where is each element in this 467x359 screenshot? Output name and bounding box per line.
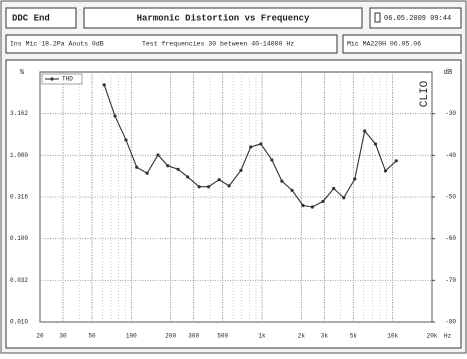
y-tick-label: 0.316 <box>10 194 28 201</box>
info-settings: Ins Mic 18.2Pa Aouts 0dB <box>10 41 104 48</box>
y-tick-label: 0.010 <box>10 319 28 326</box>
y2-tick-label: -30 <box>445 110 456 117</box>
y2-tick-label: -80 <box>445 319 456 326</box>
data-point <box>239 168 243 172</box>
mic-box <box>342 34 462 54</box>
data-point <box>227 184 231 188</box>
y-tick-label: 1.000 <box>10 152 28 159</box>
y2-tick-label: -70 <box>445 277 456 284</box>
x-tick-label: 2k <box>298 333 306 340</box>
y-tick-label: 0.100 <box>10 235 28 242</box>
data-point <box>373 142 378 146</box>
info-test: Test frequencies 30 between 40-14000 Hz <box>142 41 294 48</box>
x-tick-label: 300 <box>188 333 199 340</box>
data-point <box>321 199 325 204</box>
watermark: CLIO <box>419 80 431 107</box>
data-point <box>113 114 117 118</box>
data-point <box>280 179 284 183</box>
header-left: DDC End <box>12 13 50 23</box>
y-tick-label: 3.162 <box>10 110 28 117</box>
plot: 20 30 50 100 200 300 500 1k 2k 3k 5k 10k 20k Hz 0.010 0… <box>10 69 456 340</box>
data-point <box>156 153 160 157</box>
legend-box <box>41 73 83 85</box>
x-tick-label: 500 <box>217 333 228 340</box>
x-tick-label: 3k <box>321 333 329 340</box>
data-point <box>176 167 180 171</box>
data-point <box>217 178 221 182</box>
x-tick-label: 5k <box>350 333 358 340</box>
data-point <box>332 186 336 191</box>
data-point <box>383 169 388 173</box>
x-tick-label: 1k <box>258 333 266 340</box>
y-label: % <box>20 69 25 77</box>
x-unit: Hz <box>444 333 452 340</box>
y-tick-label: 0.032 <box>10 277 28 284</box>
date-box <box>369 7 462 29</box>
title-box <box>83 7 363 29</box>
x-tick-label: 30 <box>59 333 67 340</box>
info-box <box>5 34 338 54</box>
x-tick-label: 50 <box>88 333 96 340</box>
data-point <box>363 129 367 133</box>
x-tick-label: 200 <box>165 333 176 340</box>
header-date: 06.05.2009 09:44 <box>384 15 451 23</box>
y2-tick-label: -40 <box>445 152 456 159</box>
data-point <box>186 175 190 179</box>
data-point <box>270 158 274 162</box>
data-point <box>394 159 398 163</box>
info-mic: Mic MA220H 06.05.06 <box>347 41 421 48</box>
legend-label: THD <box>62 76 73 83</box>
x-tick-label: 20 <box>36 333 44 340</box>
data-point <box>290 188 294 192</box>
y2-label: dB <box>444 69 452 77</box>
header-title: Harmonic Distortion vs Frequency <box>137 13 310 23</box>
data-point <box>145 171 149 175</box>
header-box <box>5 7 77 29</box>
data-point <box>124 138 128 142</box>
x-tick-label: 20k <box>427 333 438 340</box>
data-point <box>135 165 139 169</box>
x-tick-label: 100 <box>126 333 137 340</box>
y2-tick-label: -60 <box>445 235 456 242</box>
data-point <box>353 177 357 181</box>
y2-tick-label: -50 <box>445 194 456 201</box>
data-point <box>342 196 346 200</box>
data-point <box>301 203 305 208</box>
data-point <box>259 142 263 146</box>
legend-marker <box>50 77 54 81</box>
data-point <box>249 145 253 149</box>
icon <box>374 12 381 23</box>
data-point <box>197 185 201 189</box>
data-point <box>310 205 314 209</box>
x-tick-label: 10k <box>387 333 398 340</box>
data-point <box>166 164 170 168</box>
data-point <box>102 83 106 87</box>
data-point <box>206 185 211 189</box>
